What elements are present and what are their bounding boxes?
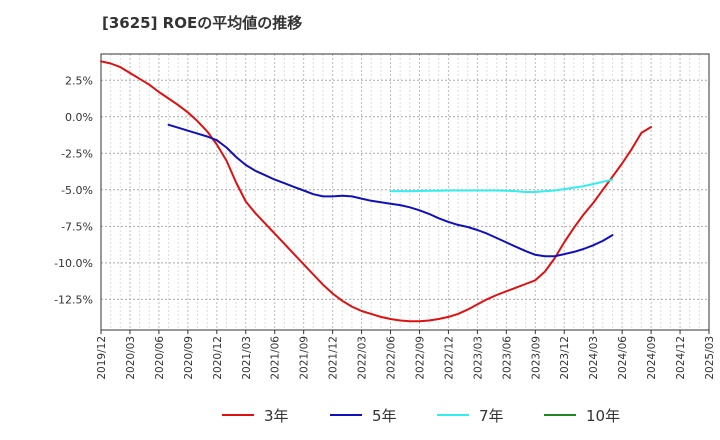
legend-label: 3年: [264, 407, 289, 425]
series-line-2: [167, 123, 614, 258]
x-tick-label: 2023/09: [530, 336, 542, 380]
series-line-1: [100, 60, 653, 323]
x-tick-label: 2024/12: [675, 336, 687, 380]
x-tick-label: 2023/03: [472, 336, 484, 380]
x-tick-label: 2024/03: [588, 336, 600, 380]
x-tick-label: 2021/12: [328, 336, 340, 380]
legend: 3年 5年 7年 10年: [222, 407, 620, 425]
x-tick-label: 2021/06: [270, 336, 282, 380]
y-tick-label: 2.5%: [65, 74, 93, 87]
legend-label: 10年: [586, 407, 620, 425]
x-tick-label: 2023/12: [559, 336, 571, 380]
x-tick-label: 2022/06: [386, 336, 398, 380]
y-tick-label: 0.0%: [65, 111, 93, 124]
x-tick-label: 2020/09: [183, 336, 195, 380]
x-tick-label: 2024/09: [646, 336, 658, 380]
x-axis-ticks: 2019/12 2020/03 2020/06 2020/09 2020/12 2021/…: [96, 330, 716, 380]
x-tick-label: 2022/03: [357, 336, 369, 380]
legend-label: 5年: [372, 407, 397, 425]
x-tick-label: 2020/12: [212, 336, 224, 380]
x-tick-label: 2024/06: [617, 336, 629, 380]
y-tick-label: -2.5%: [61, 147, 93, 160]
series-line-3: [389, 178, 614, 193]
x-tick-label: 2022/09: [414, 336, 426, 380]
x-tick-label: 2020/06: [154, 336, 166, 380]
y-tick-label: -5.0%: [61, 184, 93, 197]
y-tick-label: -12.5%: [54, 293, 93, 306]
grid-layer: [100, 54, 710, 330]
x-tick-label: 2025/03: [704, 336, 716, 380]
y-axis-ticks: 2.5% 0.0% -2.5% -5.0% -7.5% -10.0% -12.5%: [54, 74, 93, 306]
x-tick-label: 2023/06: [501, 336, 513, 380]
x-tick-label: 2020/03: [125, 336, 137, 380]
plot-border: [100, 53, 710, 331]
y-tick-label: -10.0%: [54, 257, 93, 270]
x-tick-label: 2022/12: [443, 336, 455, 380]
plot-frame: [100, 53, 710, 331]
y-tick-label: -7.5%: [61, 220, 93, 233]
x-tick-label: 2019/12: [96, 336, 108, 380]
x-tick-label: 2021/03: [241, 336, 253, 380]
series-layer: [100, 60, 653, 323]
x-tick-label: 2021/09: [299, 336, 311, 380]
legend-label: 7年: [479, 407, 504, 425]
chart-title: [3625] ROEの平均値の推移: [102, 14, 303, 32]
